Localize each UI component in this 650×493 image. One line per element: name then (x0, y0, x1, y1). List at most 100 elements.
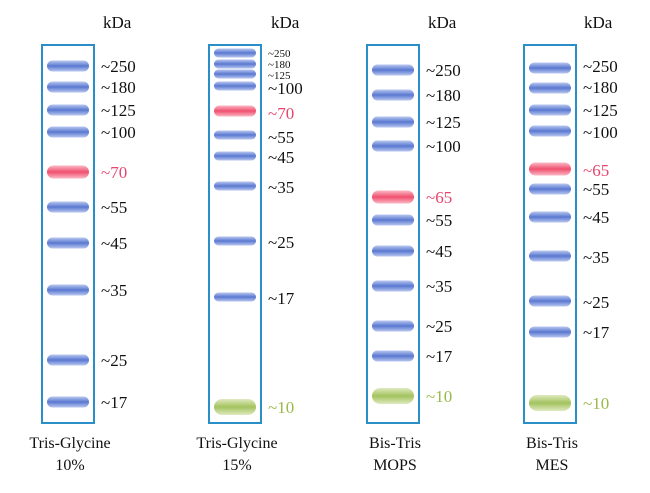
band-55 (372, 214, 414, 226)
band-label: ~180 (426, 86, 461, 105)
band-label: ~100 (583, 123, 618, 142)
band-label: ~55 (426, 211, 452, 230)
band-45 (214, 151, 256, 161)
ladder-2: kDa ~250~180~125~100 ~70 ~55~45 ~35 ~25 ~17 ~10… (196, 13, 302, 474)
band-35 (372, 280, 414, 292)
band-label: ~17 (101, 393, 128, 412)
ladder-caption-line: 15% (222, 457, 251, 474)
band-55 (47, 201, 89, 213)
band-125 (47, 104, 89, 116)
band-17 (47, 396, 89, 408)
ladder-4: kDa ~250 ~180 ~125 ~100 ~65~55 ~45 ~35 ~25 ~17 ~10… (523, 13, 618, 474)
band-label: ~125 (583, 101, 618, 120)
band-label: ~250 (101, 57, 136, 76)
ladder-caption-line: Tris-Glycine (196, 435, 277, 452)
ladder-caption-line: Bis-Tris (526, 435, 578, 452)
band-label: ~45 (583, 208, 609, 227)
ladder-caption-line: 10% (55, 457, 84, 474)
band-100 (47, 126, 89, 138)
band-55 (214, 130, 256, 140)
band-180 (214, 59, 256, 69)
band-label: ~250 (426, 61, 461, 80)
band-label: ~70 (101, 163, 127, 182)
band-100 (214, 81, 256, 91)
band-label: ~100 (268, 79, 303, 98)
band-label: ~17 (426, 347, 453, 366)
unit-label: kDa (271, 13, 300, 32)
band-label: ~125 (426, 113, 461, 132)
band-label: ~25 (101, 351, 127, 370)
unit-label: kDa (103, 13, 132, 32)
band-100 (529, 125, 571, 137)
band-100 (372, 140, 414, 152)
band-label: ~250 (583, 57, 618, 76)
band-180 (529, 82, 571, 94)
ladder-caption-line: MES (536, 457, 569, 474)
band-45 (372, 245, 414, 257)
band-label: ~65 (426, 188, 452, 207)
lane-frame (366, 44, 420, 424)
band-label: ~180 (583, 78, 618, 97)
band-label: ~125 (268, 70, 291, 82)
band-label: ~100 (426, 137, 461, 156)
band-35 (214, 181, 256, 191)
band-label: ~10 (268, 398, 294, 417)
unit-label: kDa (584, 13, 613, 32)
band-180 (47, 81, 89, 93)
lane-frame (41, 44, 95, 424)
band-25 (47, 354, 89, 366)
ladder-1: kDa ~250 ~180 ~125 ~100 ~70 ~55 ~45 ~35 ~25 ~17 Tri… (29, 13, 135, 474)
band-label: ~35 (268, 178, 294, 197)
band-250 (214, 48, 256, 58)
band-label: ~55 (583, 180, 609, 199)
band-10 (214, 399, 256, 415)
ladder-caption-line: Bis-Tris (369, 435, 421, 452)
ladder-caption-line: MOPS (373, 457, 417, 474)
ladder-3: kDa ~250 ~180 ~125 ~100 ~65 ~55 ~45 ~35 ~25 ~17 ~10… (366, 13, 461, 474)
band-125 (529, 104, 571, 116)
band-label: ~70 (268, 104, 294, 123)
band-label: ~65 (583, 161, 609, 180)
band-label: ~45 (268, 148, 294, 167)
band-70 (47, 165, 89, 179)
band-45 (47, 237, 89, 249)
band-10 (529, 395, 571, 411)
band-label: ~35 (426, 277, 452, 296)
band-250 (529, 62, 571, 74)
band-10 (372, 388, 414, 404)
band-17 (529, 326, 571, 338)
band-label: ~250 (268, 48, 291, 60)
lane-frame (208, 44, 262, 424)
band-25 (214, 236, 256, 246)
band-label: ~45 (426, 242, 452, 261)
band-55 (529, 183, 571, 195)
band-label: ~100 (101, 123, 136, 142)
band-250 (47, 60, 89, 72)
band-250 (372, 64, 414, 76)
band-label: ~10 (583, 394, 609, 413)
band-label: ~180 (268, 59, 291, 71)
band-35 (47, 284, 89, 296)
band-label: ~35 (583, 248, 609, 267)
band-label: ~25 (268, 233, 294, 252)
band-17 (214, 292, 256, 302)
band-label: ~125 (101, 101, 136, 120)
band-180 (372, 89, 414, 101)
band-label: ~180 (101, 78, 136, 97)
band-125 (372, 116, 414, 128)
band-45 (529, 211, 571, 223)
band-65 (529, 162, 571, 176)
unit-label: kDa (428, 13, 457, 32)
band-70 (214, 105, 256, 117)
band-label: ~45 (101, 234, 127, 253)
band-25 (529, 295, 571, 307)
band-label: ~35 (101, 281, 127, 300)
band-label: ~10 (426, 387, 452, 406)
band-label: ~25 (583, 293, 609, 312)
lane-frame (523, 44, 577, 424)
band-label: ~55 (101, 198, 127, 217)
band-65 (372, 190, 414, 204)
band-label: ~17 (583, 323, 610, 342)
